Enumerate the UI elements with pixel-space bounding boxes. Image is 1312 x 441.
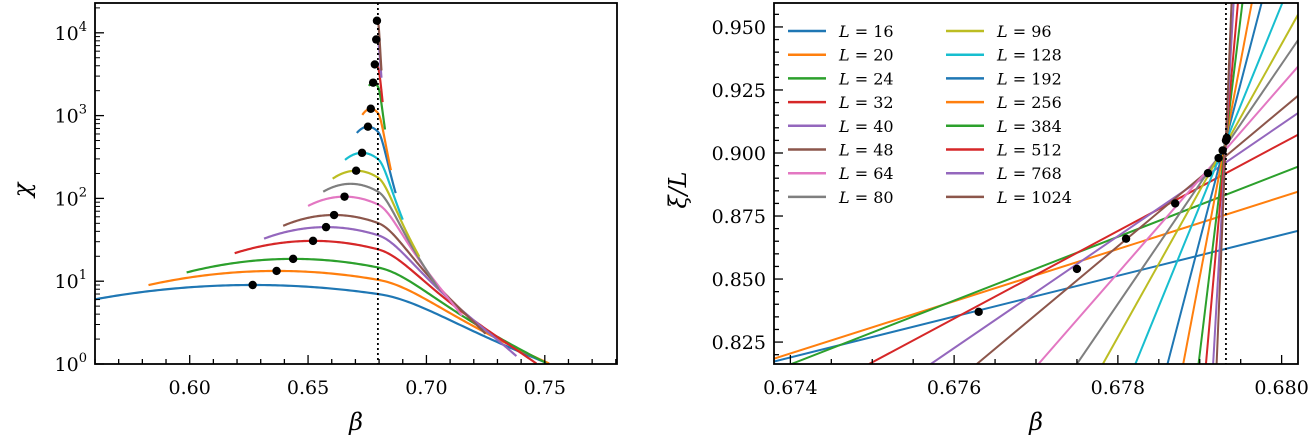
y-tick-label: 0.850: [712, 269, 766, 291]
xi-lines: [774, 3, 1298, 364]
chi-curve-L80: [322, 182, 440, 290]
xi-line-L48: [976, 95, 1298, 364]
crossing-marker: [1121, 234, 1131, 243]
y-tick-label: 102: [55, 185, 87, 210]
xi-line-L80: [1076, 39, 1298, 364]
y-tick-label: 0.825: [712, 332, 766, 354]
xi-line-L128: [1134, 3, 1284, 364]
chi-curve-L96: [332, 169, 421, 258]
peak-marker-L64: [340, 192, 349, 201]
peak-marker-L96: [351, 166, 361, 175]
x-tick-label: 0.70: [405, 377, 447, 399]
legend-label-L48: L = 48: [838, 141, 894, 160]
y-tick-label: 104: [55, 20, 87, 45]
peak-marker-L16: [248, 280, 257, 290]
legend-label-L20: L = 20: [838, 46, 894, 65]
xi-line-L384: [1197, 3, 1244, 364]
y-tick-label: 103: [55, 103, 87, 128]
crossing-marker: [1072, 264, 1082, 274]
y-tick-label: 0.950: [712, 17, 766, 39]
legend-label-L192: L = 192: [996, 69, 1062, 88]
chi-plot: 0.60 0.65 0.70 0.75 100 101 102 103 104: [55, 2, 618, 399]
xi-line-L96: [1101, 14, 1298, 364]
chi-curve-L24: [186, 257, 547, 364]
legend-label-L80: L = 80: [838, 188, 894, 207]
chi-curve-L40: [263, 226, 518, 357]
peak-marker-L32: [308, 236, 318, 246]
y-tick-label: 0.925: [712, 80, 766, 102]
peak-marker-L384: [368, 78, 378, 87]
legend-label-L128: L = 128: [996, 46, 1062, 65]
peak-marker-L48: [329, 210, 339, 220]
chi-curve-L128: [344, 151, 404, 221]
legend-label-L32: L = 32: [838, 93, 894, 112]
legend-label-L64: L = 64: [838, 164, 894, 183]
x-tick-label: 0.680: [1254, 377, 1308, 399]
xi-line-L512: [1204, 3, 1239, 364]
crossing-marker: [1218, 146, 1227, 155]
peak-marker-L24: [288, 254, 298, 264]
legend-label-L1024: L = 1024: [996, 188, 1072, 207]
x-tick-label: 0.676: [927, 377, 981, 399]
crossing-marker: [1214, 153, 1223, 163]
chi-curve-L20: [148, 269, 550, 364]
xi-line-L16: [774, 229, 1298, 363]
x-tick-label: 0.65: [287, 377, 329, 399]
xi-over-L-plot: 0.674 0.676 0.678 0.680 0.825 0.850 0.875 0.900…: [712, 2, 1309, 399]
legend-label-L384: L = 384: [996, 117, 1062, 136]
y-tick-label: 0.900: [712, 143, 766, 165]
xi-line-L64: [1037, 65, 1298, 364]
peak-marker-L256: [366, 104, 375, 113]
xi-line-L256: [1182, 3, 1253, 364]
crossing-marker: [1222, 133, 1231, 143]
x-tick-label: 0.678: [1091, 377, 1145, 399]
legend-label-L96: L = 96: [996, 22, 1052, 41]
peak-marker-L192: [363, 122, 373, 131]
right-x-axis-label: β: [1028, 408, 1043, 436]
y-tick-label: 100: [55, 351, 87, 376]
y-tick-label: 101: [55, 268, 87, 293]
xi-line-L32: [868, 133, 1298, 364]
peak-marker-L128: [357, 148, 367, 158]
legend-label-L16: L = 16: [838, 22, 894, 41]
chi-curve-L192: [355, 125, 397, 194]
left-y-axis-label: χ: [8, 181, 36, 199]
peak-marker-L40: [321, 222, 331, 232]
x-tick-label: 0.75: [524, 377, 566, 399]
left-x-axis-label: β: [348, 408, 363, 436]
legend-label-L24: L = 24: [838, 69, 894, 88]
chi-curve-L64: [307, 195, 463, 317]
legend: L = 16 L = 20 L = 24 L = 32 L = 40 L = 48 L = …: [788, 22, 1072, 207]
peak-marker-L512: [370, 60, 380, 69]
xi-line-L40: [930, 112, 1298, 364]
xi-line-L1024: [1215, 3, 1233, 364]
legend-label-L40: L = 40: [838, 117, 894, 136]
peak-marker-L20: [272, 266, 281, 276]
peak-marker-L768: [372, 35, 381, 44]
x-tick-label: 0.60: [169, 377, 211, 399]
legend-label-L512: L = 512: [996, 141, 1062, 160]
peak-marker-L1024: [372, 16, 382, 25]
chi-curves: [95, 19, 550, 364]
xi-line-L192: [1166, 3, 1263, 364]
crossing-marker: [1203, 168, 1213, 178]
legend-label-L256: L = 256: [996, 93, 1062, 112]
x-tick-label: 0.674: [763, 377, 817, 399]
chi-curve-L16: [95, 283, 550, 364]
crossing-marker: [974, 307, 983, 317]
right-y-axis-label: ξ/L: [664, 171, 692, 208]
y-tick-label: 0.875: [712, 206, 766, 228]
crossing-marker: [1170, 199, 1180, 208]
chi-curve-L48: [282, 213, 487, 335]
legend-label-L768: L = 768: [996, 164, 1062, 183]
